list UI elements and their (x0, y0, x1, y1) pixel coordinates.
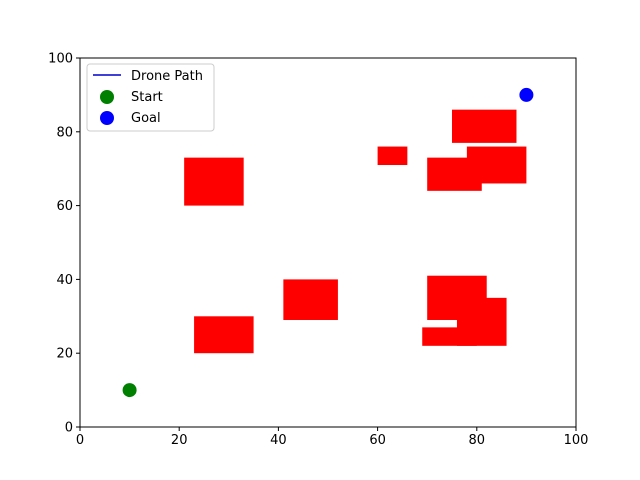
x-tick-label: 60 (369, 433, 386, 448)
legend-swatch-start (100, 90, 114, 104)
y-tick-label: 60 (56, 199, 73, 214)
x-tick-label: 0 (76, 433, 84, 448)
obstacle-2 (194, 316, 254, 353)
legend-label-goal: Goal (131, 111, 161, 126)
legend-label-start: Start (131, 90, 163, 105)
x-tick-label: 40 (270, 433, 287, 448)
y-tick-label: 80 (56, 125, 73, 140)
obstacle-1 (184, 158, 244, 206)
legend-label-drone-path: Drone Path (131, 69, 203, 84)
obstacle-5 (452, 110, 516, 143)
obstacle-4 (378, 147, 408, 165)
x-tick-label: 20 (171, 433, 188, 448)
obstacle-10 (457, 298, 507, 346)
y-tick-label: 20 (56, 347, 73, 362)
x-tick-label: 80 (469, 433, 486, 448)
legend: Drone Path Start Goal (87, 64, 214, 131)
obstacle-3 (283, 279, 338, 320)
legend-swatch-goal (100, 111, 114, 125)
point-start (123, 383, 137, 397)
obstacle-7 (467, 147, 527, 184)
y-tick-label: 0 (65, 421, 73, 436)
point-goal (519, 88, 533, 102)
x-tick-label: 100 (564, 433, 589, 448)
y-tick-label: 40 (56, 273, 73, 288)
y-tick-label: 100 (48, 52, 73, 67)
